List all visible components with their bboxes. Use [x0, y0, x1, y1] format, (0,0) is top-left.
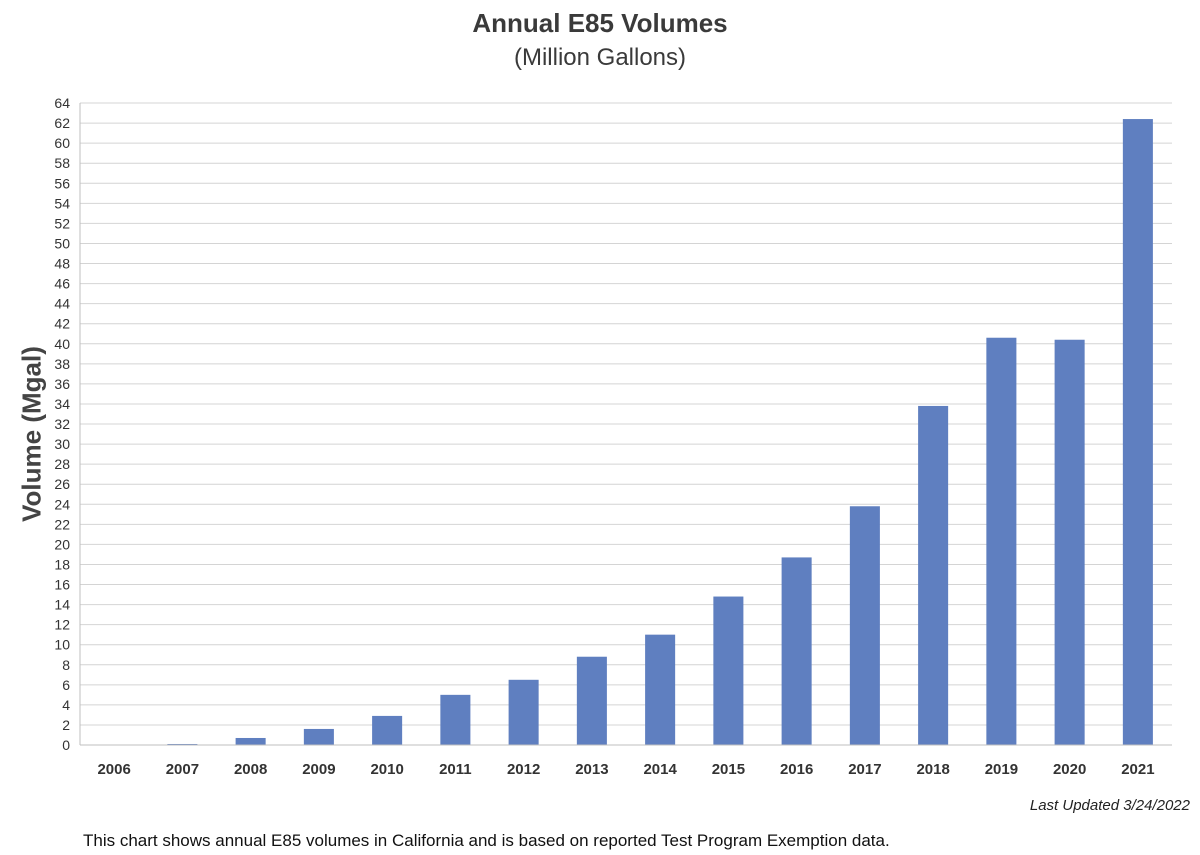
bar-2014	[645, 634, 676, 745]
bar-2017	[849, 506, 880, 745]
y-tick-label: 30	[54, 436, 70, 452]
x-tick-label: 2021	[1121, 761, 1154, 778]
x-tick-labels: 2006 2007 2008 2009 2010 2011 2012 2013 2014 2015…	[97, 761, 1154, 778]
bar-2021	[1122, 119, 1153, 746]
y-tick-label: 52	[54, 215, 70, 231]
x-tick-label: 2011	[439, 761, 472, 778]
y-tick-label: 22	[54, 516, 70, 532]
bar-2020	[1054, 339, 1085, 745]
bar-chart: 0246810121416182022242628303234363840424…	[54, 95, 1172, 778]
bar-2011	[440, 694, 471, 745]
bar-2019	[986, 337, 1017, 745]
y-tick-label: 4	[62, 697, 70, 713]
y-tick-label: 20	[54, 536, 70, 552]
chart-subtitle: (Million Gallons)	[513, 44, 687, 71]
x-tick-label: 2012	[507, 761, 540, 778]
y-tick-label: 60	[54, 135, 70, 151]
axes	[79, 103, 1172, 746]
y-tick-label: 10	[54, 637, 70, 653]
y-tick-label: 54	[54, 195, 70, 211]
x-tick-label: 2008	[234, 761, 267, 778]
x-tick-label: 2015	[712, 761, 745, 778]
y-tick-label: 12	[54, 617, 70, 633]
chart-footnote: This chart shows annual E85 volumes in C…	[83, 831, 890, 850]
y-tick-label: 62	[54, 115, 70, 131]
y-tick-label: 32	[54, 416, 70, 432]
y-tick-label: 56	[54, 175, 70, 191]
x-tick-label: 2013	[575, 761, 608, 778]
y-tick-label: 64	[54, 95, 70, 111]
bar-2013	[576, 656, 607, 745]
x-tick-label: 2019	[985, 761, 1018, 778]
y-tick-label: 44	[54, 296, 70, 312]
y-tick-label: 48	[54, 256, 70, 272]
bar-2012	[508, 679, 539, 745]
y-tick-label: 34	[54, 396, 70, 412]
y-tick-label: 38	[54, 356, 70, 372]
bar-2018	[918, 405, 949, 745]
y-tick-label: 36	[54, 376, 70, 392]
y-tick-label: 0	[62, 737, 70, 753]
y-tick-label: 50	[54, 235, 70, 251]
x-tick-label: 2014	[643, 761, 677, 778]
bar-2010	[372, 715, 403, 745]
y-tick-label: 18	[54, 556, 70, 572]
y-tick-label: 16	[54, 577, 70, 593]
bar-2008	[235, 737, 266, 745]
last-updated-note: Last Updated 3/24/2022	[1029, 797, 1190, 814]
x-tick-label: 2010	[370, 761, 403, 778]
x-tick-label: 2007	[166, 761, 199, 778]
bar-2009	[303, 728, 334, 745]
y-tick-label: 2	[62, 717, 70, 733]
bars	[167, 119, 1153, 746]
bar-2007	[167, 743, 198, 745]
y-tick-label: 42	[54, 316, 70, 332]
chart-title: Annual E85 Volumes	[472, 8, 728, 38]
x-tick-label: 2006	[97, 761, 130, 778]
bar-2015	[713, 596, 744, 745]
x-tick-label: 2020	[1053, 761, 1086, 778]
x-tick-label: 2018	[916, 761, 949, 778]
y-tick-labels: 0246810121416182022242628303234363840424…	[54, 95, 70, 753]
x-tick-label: 2009	[302, 761, 335, 778]
x-tick-label: 2017	[848, 761, 881, 778]
y-tick-label: 24	[54, 496, 70, 512]
y-tick-label: 14	[54, 597, 70, 613]
y-tick-label: 28	[54, 456, 70, 472]
y-tick-label: 58	[54, 155, 70, 171]
x-tick-label: 2016	[780, 761, 813, 778]
y-tick-label: 26	[54, 476, 70, 492]
y-tick-label: 6	[62, 677, 70, 693]
bar-2016	[781, 557, 812, 745]
y-tick-label: 8	[62, 657, 70, 673]
y-tick-label: 46	[54, 276, 70, 292]
y-tick-label: 40	[54, 336, 70, 352]
